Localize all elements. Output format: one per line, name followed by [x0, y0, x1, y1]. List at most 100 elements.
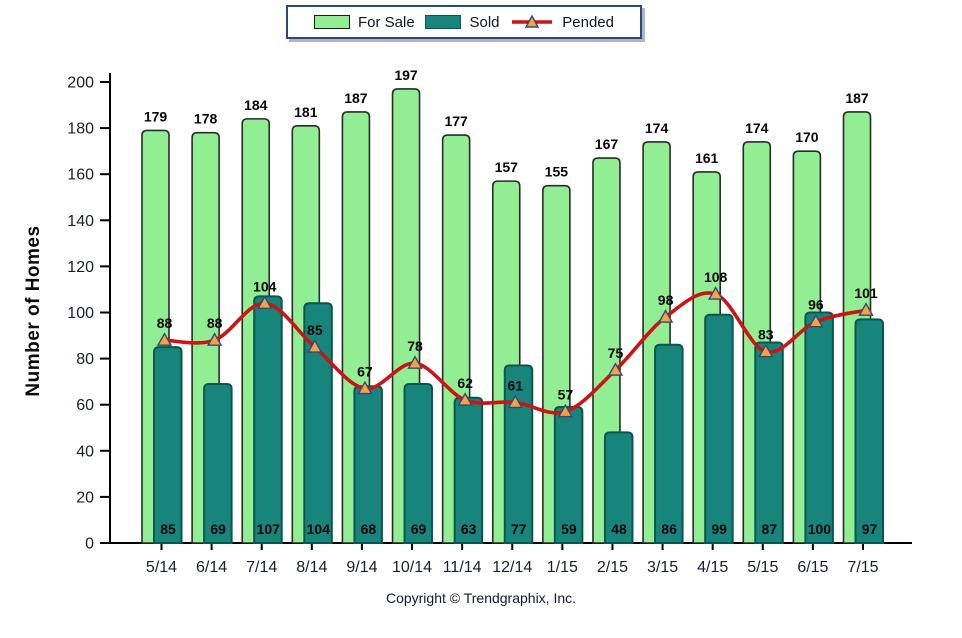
- bar-sold: [253, 295, 283, 544]
- for-sale-value-label: 161: [695, 150, 719, 166]
- bar-sold: [654, 343, 684, 544]
- pended-marker-icon: [607, 362, 624, 376]
- legend-label-for-sale: For Sale: [358, 13, 415, 31]
- pended-marker-icon: [858, 302, 874, 316]
- for-sale-swatch-icon: [314, 15, 350, 29]
- bar-sold: [503, 364, 534, 544]
- sold-value-label: 86: [661, 521, 677, 537]
- y-tick-label: 80: [76, 351, 94, 368]
- pended-value-label: 85: [307, 322, 323, 338]
- y-tick-label: 60: [76, 397, 94, 414]
- legend-item-for-sale: For Sale: [314, 14, 415, 31]
- pended-marker-icon: [407, 355, 423, 369]
- y-tick-label: 100: [67, 305, 94, 322]
- for-sale-value-label: 177: [444, 113, 468, 129]
- pended-value-label: 108: [704, 269, 728, 285]
- pended-marker-icon: [557, 403, 574, 418]
- for-sale-value-label: 187: [344, 90, 368, 106]
- pended-value-label: 62: [457, 375, 473, 391]
- bar-sold: [403, 382, 434, 544]
- pended-value-label: 75: [608, 345, 624, 361]
- sold-value-label: 97: [862, 521, 878, 537]
- pended-marker-icon: [507, 394, 523, 409]
- x-tick-label: 7/14: [246, 559, 277, 576]
- sold-value-label: 87: [761, 521, 777, 537]
- for-sale-value-label: 181: [294, 104, 318, 120]
- y-tick-label: 140: [67, 213, 94, 230]
- y-tick-label: 40: [76, 443, 94, 460]
- sold-value-label: 99: [711, 521, 727, 537]
- y-tick-label: 160: [67, 167, 94, 184]
- x-tick-label: 5/14: [146, 559, 177, 576]
- sold-value-label: 63: [461, 521, 477, 537]
- x-tick-label: 4/15: [697, 559, 728, 576]
- bar-sold: [303, 302, 333, 544]
- y-tick-label: 200: [67, 75, 94, 92]
- pended-value-label: 78: [407, 338, 423, 354]
- pended-marker-icon: [257, 295, 273, 309]
- x-tick-label: 5/15: [747, 559, 778, 576]
- pended-marker-icon: [307, 339, 323, 353]
- for-sale-value-label: 197: [394, 67, 418, 83]
- bar-sold: [704, 313, 734, 544]
- bar-sold: [854, 318, 884, 544]
- legend-label-sold: Sold: [469, 13, 500, 31]
- pended-value-label: 61: [507, 377, 523, 393]
- x-tick-label: 3/15: [647, 559, 678, 576]
- pended-marker-icon: [808, 313, 824, 328]
- sold-value-label: 69: [210, 521, 226, 537]
- pended-value-label: 88: [207, 315, 223, 331]
- sold-value-label: 48: [611, 521, 627, 537]
- bar-sold: [153, 346, 183, 544]
- pended-value-label: 57: [558, 387, 574, 403]
- sold-value-label: 85: [160, 521, 176, 537]
- x-tick-label: 7/15: [847, 559, 878, 576]
- sold-value-label: 104: [307, 521, 331, 537]
- legend-label-pended: Pended: [562, 13, 614, 31]
- for-sale-value-label: 178: [194, 111, 218, 127]
- legend-item-pended: Pended: [510, 14, 614, 31]
- x-tick-label: 12/14: [492, 559, 532, 576]
- sold-value-label: 107: [257, 521, 281, 537]
- bar-sold: [754, 341, 784, 544]
- x-tick-label: 1/15: [547, 559, 578, 576]
- sold-swatch-icon: [425, 15, 462, 29]
- pended-marker-icon: [758, 343, 774, 358]
- for-sale-value-label: 170: [795, 129, 819, 145]
- x-tick-label: 10/14: [392, 559, 432, 576]
- sold-value-label: 59: [561, 521, 577, 537]
- pended-marker-icon: [156, 332, 173, 346]
- sold-value-label: 69: [411, 521, 427, 537]
- legend: For Sale Sold Pended: [286, 5, 642, 39]
- x-tick-label: 11/14: [443, 559, 482, 576]
- for-sale-value-label: 155: [545, 164, 569, 180]
- pended-marker-icon: [357, 380, 373, 395]
- for-sale-value-label: 174: [745, 120, 769, 136]
- pended-value-label: 101: [854, 285, 878, 301]
- y-tick-label: 0: [85, 536, 94, 553]
- legend-item-sold: Sold: [425, 13, 500, 31]
- x-tick-label: 6/14: [196, 559, 227, 576]
- pended-line-icon: [512, 14, 553, 28]
- pended-value-label: 67: [357, 364, 373, 380]
- sold-value-label: 68: [361, 521, 377, 537]
- sold-value-label: 100: [808, 521, 832, 537]
- bar-sold: [203, 382, 233, 544]
- for-sale-value-label: 174: [645, 120, 669, 136]
- x-tick-label: 8/14: [296, 559, 327, 576]
- sold-value-label: 77: [511, 521, 527, 537]
- pended-marker-icon: [707, 286, 724, 300]
- copyright-text: Copyright © Trendgraphix, Inc.: [385, 590, 577, 606]
- x-tick-label: 6/15: [797, 559, 828, 576]
- for-sale-value-label: 157: [495, 159, 519, 175]
- x-tick-label: 2/15: [597, 559, 628, 576]
- pended-value-label: 88: [157, 315, 173, 331]
- pended-value-label: 104: [253, 278, 277, 294]
- pended-marker-icon: [457, 392, 473, 406]
- for-sale-value-label: 167: [595, 136, 619, 152]
- pended-marker-icon: [206, 332, 223, 346]
- bar-sold: [804, 311, 834, 544]
- pended-value-label: 98: [658, 292, 674, 308]
- for-sale-value-label: 187: [845, 90, 869, 106]
